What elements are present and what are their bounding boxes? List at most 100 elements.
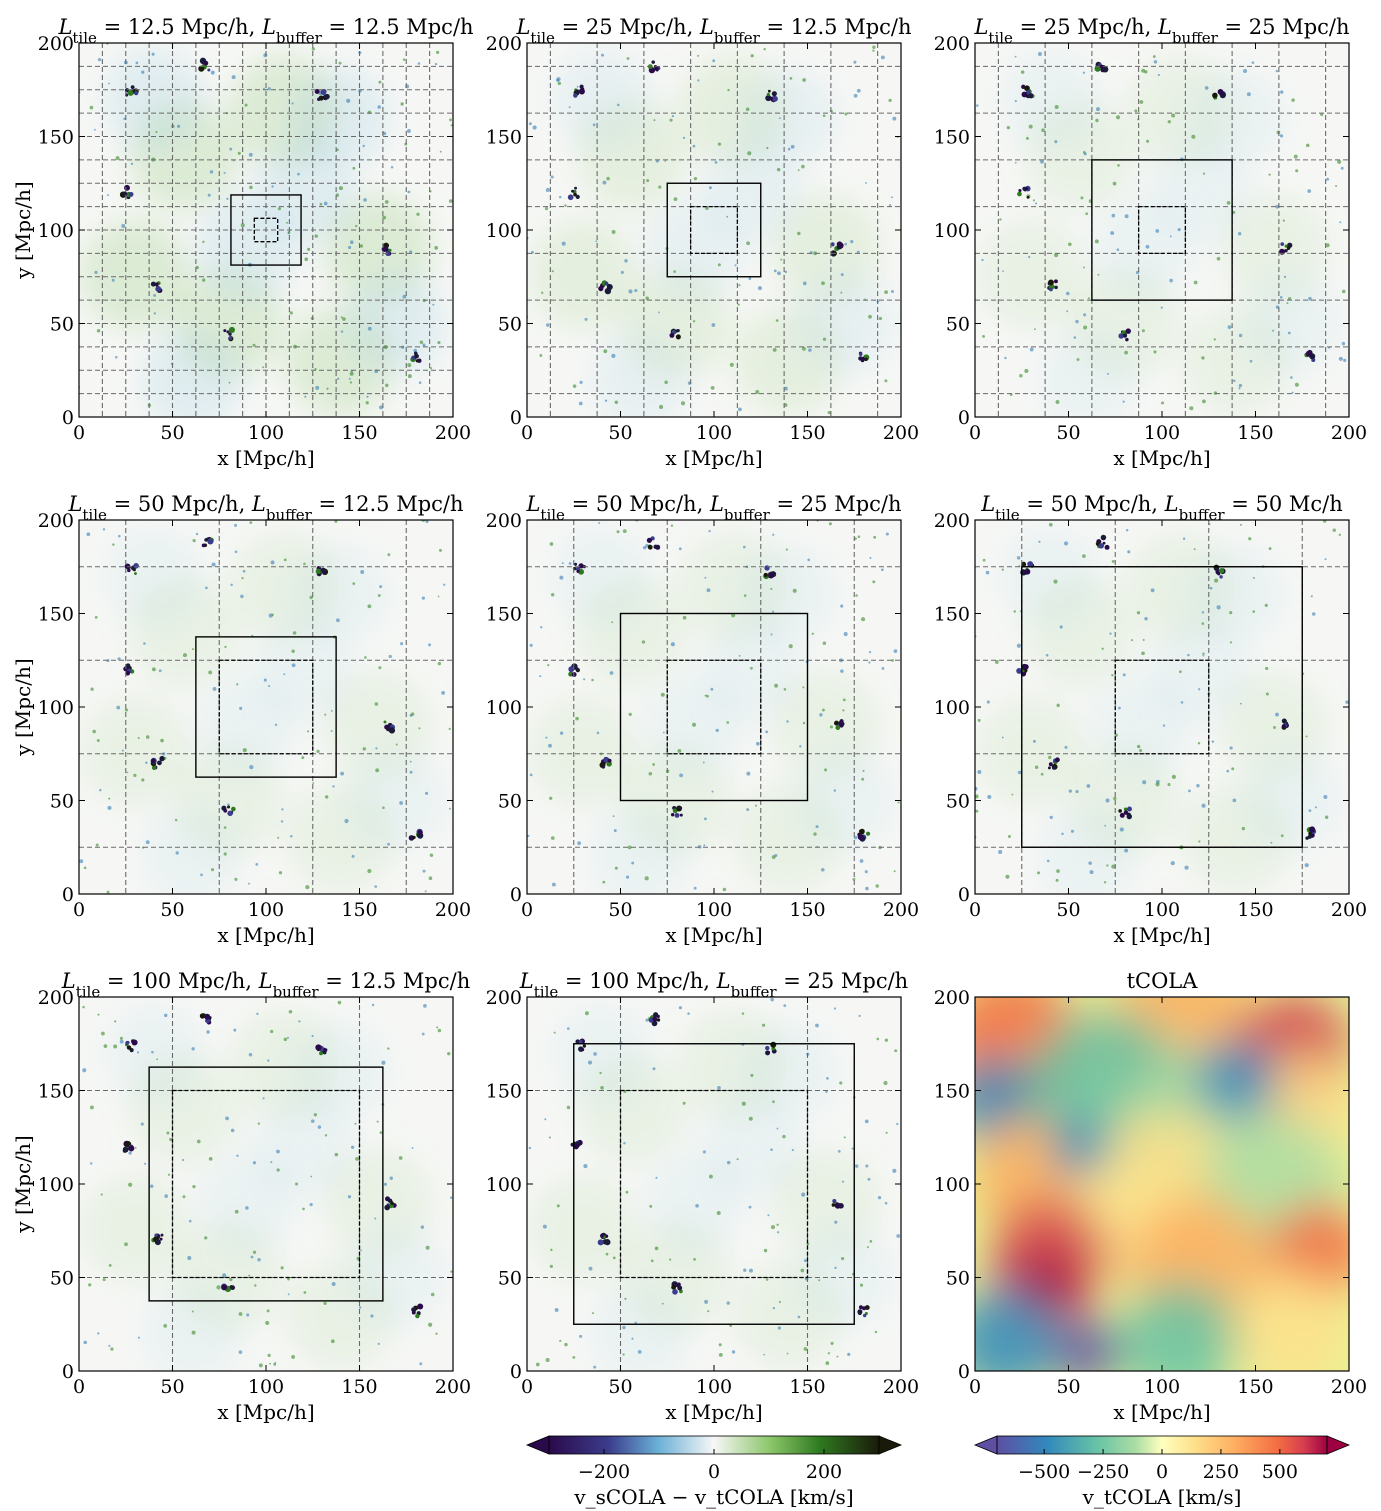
y-tick-label: 0 [510,407,522,429]
x-tick-label: 0 [521,1376,533,1398]
y-tick-label: 100 [486,1174,522,1196]
buffer-box [230,194,302,266]
y-tick-label: 0 [958,1361,970,1383]
x-axis-label: x [Mpc/h] [217,1400,314,1424]
y-tick-label: 150 [486,604,522,626]
x-tick-label: 0 [969,899,981,921]
y-tick-label: 150 [486,1081,522,1103]
y-tick-label: 0 [62,884,74,906]
x-tick-label: 0 [73,422,85,444]
colorbar-tick-label: 250 [1203,1461,1239,1483]
y-tick-label: 200 [486,510,522,532]
colorbar-tick-label: 200 [806,1461,842,1483]
heatmap-field [975,997,1349,1371]
y-tick-label: 200 [38,987,74,1009]
colorbar-tick-label: −250 [1077,1461,1129,1483]
y-tick-label: 150 [934,604,970,626]
y-tick-label: 0 [510,884,522,906]
x-tick-label: 150 [1237,1376,1273,1398]
tile-box [171,1089,361,1279]
y-tick-label: 100 [934,1174,970,1196]
tile-box [689,205,739,255]
x-tick-label: 200 [1331,1376,1367,1398]
panel-title: tCOLA [1127,969,1199,993]
x-tick-label: 150 [789,899,825,921]
x-tick-label: 100 [696,422,732,444]
heatmap-field [79,997,453,1371]
y-axis-label: y [Mpc/h] [11,181,35,279]
x-tick-label: 200 [1331,422,1367,444]
panel-title: Ltile = 50 Mpc/h, Lbuffer = 50 Mc/h [980,492,1343,524]
colorbar-tick-label: 0 [708,1461,720,1483]
x-tick-label: 150 [1237,899,1273,921]
extend-low [525,1435,550,1455]
heatmap-field [527,520,901,894]
heatmap-field [527,43,901,417]
buffer-box [195,636,337,778]
colorbar-tick-label: 0 [1156,1461,1168,1483]
x-tick-label: 0 [73,899,85,921]
colorbar-tick-label: −200 [578,1461,630,1483]
y-tick-label: 50 [50,314,74,336]
y-tick-label: 50 [946,1268,970,1290]
buffer-box [619,612,809,802]
buffer-box [1091,159,1233,301]
y-tick-label: 0 [62,1361,74,1383]
heatmap-field [527,997,901,1371]
x-tick-label: 0 [521,422,533,444]
y-tick-label: 0 [958,884,970,906]
x-tick-label: 50 [1056,899,1080,921]
y-tick-label: 50 [50,791,74,813]
x-tick-label: 200 [1331,899,1367,921]
y-tick-label: 100 [486,697,522,719]
x-tick-label: 0 [73,1376,85,1398]
x-axis-label: x [Mpc/h] [1113,446,1210,470]
y-tick-label: 200 [486,33,522,55]
buffer-box [148,1066,384,1302]
y-tick-label: 50 [946,791,970,813]
tile-box [1114,659,1210,755]
y-tick-label: 200 [38,33,74,55]
x-tick-label: 0 [969,422,981,444]
y-tick-label: 150 [486,127,522,149]
colorbar-2: −500 −250 0 250 500 v_tCOLA [km/s] [973,1435,1351,1509]
x-tick-label: 200 [435,422,471,444]
x-tick-label: 50 [160,1376,184,1398]
x-tick-label: 150 [341,422,377,444]
x-tick-label: 100 [1144,899,1180,921]
colorbar-tick-label: −500 [1018,1461,1070,1483]
x-axis-label: x [Mpc/h] [1113,1400,1210,1424]
x-tick-label: 100 [1144,422,1180,444]
y-tick-label: 150 [38,1081,74,1103]
buffer-box [573,1043,855,1325]
x-tick-label: 150 [1237,422,1273,444]
heatmap-field [79,43,453,417]
x-tick-label: 150 [789,422,825,444]
heatmap-field [79,520,453,894]
x-axis-label: x [Mpc/h] [1113,923,1210,947]
x-tick-label: 200 [883,1376,919,1398]
x-tick-label: 50 [1056,422,1080,444]
x-tick-label: 0 [521,899,533,921]
x-tick-label: 50 [160,899,184,921]
x-tick-label: 200 [883,422,919,444]
y-tick-label: 100 [934,220,970,242]
buffer-box [1021,566,1303,848]
x-tick-label: 150 [789,1376,825,1398]
x-axis-label: x [Mpc/h] [217,446,314,470]
x-tick-label: 100 [248,899,284,921]
colorbar-label: v_sCOLA − v_tCOLA [km/s] [573,1485,853,1509]
x-axis-label: x [Mpc/h] [217,923,314,947]
x-tick-label: 100 [248,422,284,444]
y-tick-label: 100 [486,220,522,242]
y-tick-label: 200 [486,987,522,1009]
y-tick-label: 100 [38,220,74,242]
buffer-box [666,182,762,278]
extend-high [1326,1435,1351,1455]
colorbar-tick-label: 500 [1262,1461,1298,1483]
